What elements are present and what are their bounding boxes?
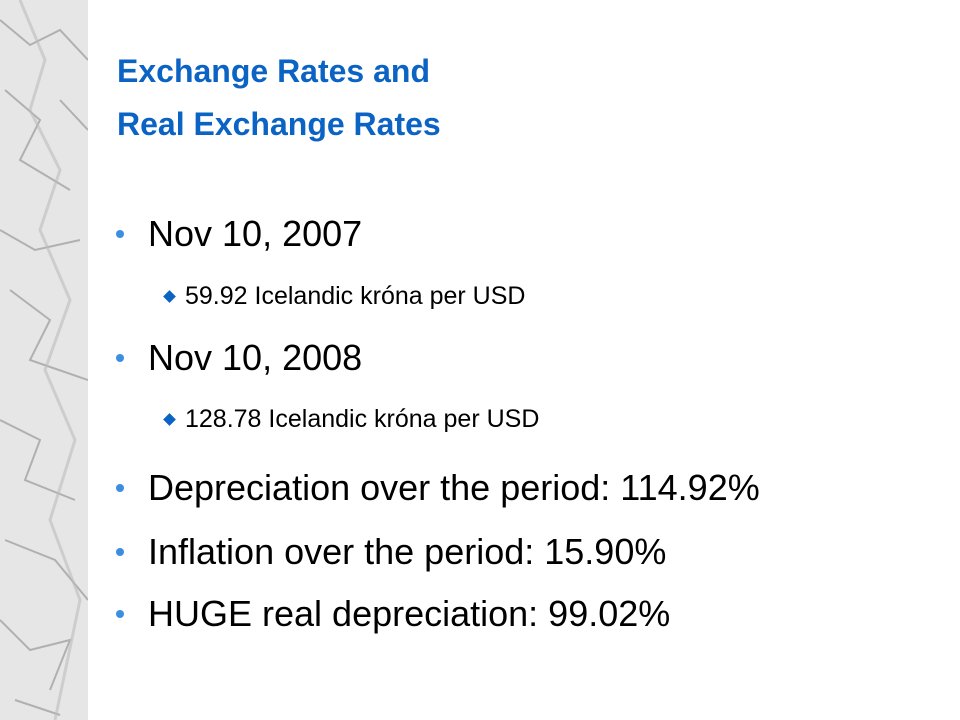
bullet-text: Inflation over the period: 15.90% — [148, 531, 667, 572]
marble-strip — [0, 0, 88, 720]
bullet-text: Nov 10, 2008 — [148, 337, 363, 378]
bullet-text: HUGE real depreciation: 99.02% — [148, 593, 671, 634]
bullet-dot — [116, 354, 124, 362]
bullet-text: Depreciation over the period: 114.92% — [148, 467, 760, 508]
sub-bullet-text: 128.78 Icelandic króna per USD — [185, 405, 540, 433]
sub-bullet-diamond — [163, 290, 176, 303]
title-line: Real Exchange Rates — [117, 106, 441, 142]
bullet-text: Nov 10, 2007 — [148, 213, 363, 254]
bullet-dot — [116, 610, 124, 618]
sub-bullet-diamond — [163, 413, 176, 426]
title-line: Exchange Rates and — [117, 53, 430, 89]
bullet-dot — [116, 484, 124, 492]
sub-bullet-text: 59.92 Icelandic króna per USD — [185, 282, 526, 310]
bullet-dot — [116, 230, 124, 238]
bullet-dot — [116, 548, 124, 556]
